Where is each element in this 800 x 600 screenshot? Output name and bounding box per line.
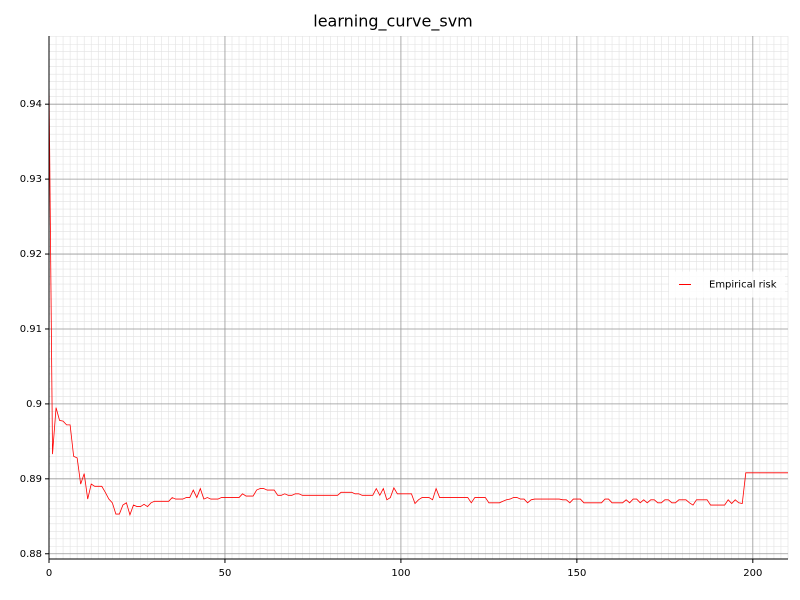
grid	[48, 36, 789, 559]
x-tick-label: 200	[743, 568, 762, 579]
y-tick-label: 0.88	[20, 549, 42, 560]
x-tick-label: 50	[219, 568, 232, 579]
legend-label: Empirical risk	[709, 280, 777, 291]
y-tick-label: 0.89	[20, 474, 42, 485]
y-tick-label: 0.93	[20, 174, 42, 185]
y-tick-label: 0.91	[20, 324, 42, 335]
y-tick-label: 0.92	[20, 249, 42, 260]
chart-title: learning_curve_svm	[313, 12, 473, 32]
y-tick-label: 0.94	[20, 99, 42, 110]
x-tick-label: 100	[391, 568, 410, 579]
x-tick-label: 150	[567, 568, 586, 579]
x-tick-label: 0	[46, 568, 52, 579]
y-tick-label: 0.9	[26, 399, 42, 410]
line-series	[48, 80, 788, 517]
plot-area	[48, 80, 788, 517]
